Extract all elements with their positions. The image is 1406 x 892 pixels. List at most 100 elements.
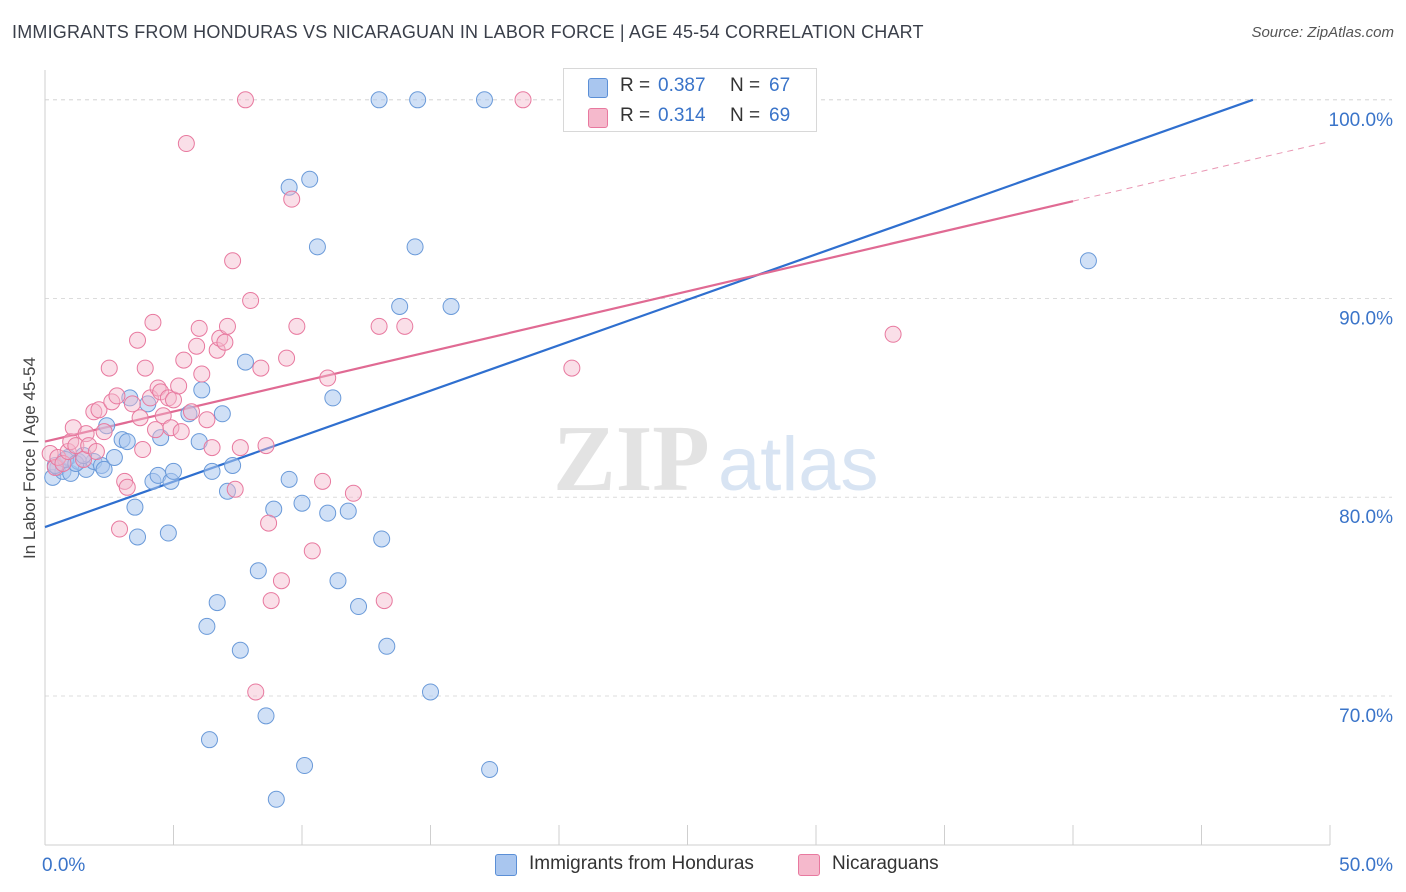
point-nicaraguans [563, 359, 581, 377]
point-honduras [118, 433, 136, 451]
point-honduras [257, 707, 275, 725]
point-nicaraguans [224, 252, 242, 270]
point-nicaraguans [262, 592, 280, 610]
chart-title: IMMIGRANTS FROM HONDURAS VS NICARAGUAN I… [12, 22, 924, 42]
point-honduras [105, 449, 123, 466]
r-label: R = [620, 105, 651, 126]
point-honduras [391, 297, 409, 315]
point-nicaraguans [252, 359, 270, 377]
point-honduras [198, 617, 216, 635]
point-nicaraguans [236, 91, 254, 109]
point-nicaraguans [100, 359, 118, 377]
point-honduras [475, 91, 493, 109]
legend-label-nicaraguans: Nicaraguans [832, 853, 939, 874]
point-nicaraguans [87, 443, 105, 461]
point-nicaraguans [314, 472, 332, 490]
point-honduras [409, 91, 427, 109]
point-honduras [213, 405, 231, 423]
point-honduras [296, 757, 314, 775]
point-honduras [370, 91, 388, 109]
point-honduras [378, 637, 396, 655]
point-honduras [1079, 252, 1097, 270]
point-nicaraguans [257, 437, 275, 455]
point-nicaraguans [172, 423, 190, 441]
point-honduras [231, 641, 249, 659]
stats-legend: R = 0.387 N = 67 R = 0.314 N = 69 [563, 68, 817, 132]
r-label: R = [620, 75, 651, 96]
point-honduras [224, 456, 242, 474]
point-nicaraguans [111, 520, 129, 538]
honduras-swatch [588, 78, 608, 98]
watermark-atlas: atlas [718, 422, 879, 507]
series-legend: Immigrants from Honduras Nicaraguans [0, 852, 1406, 878]
point-nicaraguans [344, 484, 362, 502]
point-nicaraguans [136, 359, 154, 377]
point-honduras [308, 238, 326, 256]
point-nicaraguans [247, 683, 265, 701]
point-nicaraguans [198, 411, 216, 429]
y-tick-label: 70.0% [1339, 706, 1393, 727]
stats-legend-row-honduras: R = 0.387 N = 67 [564, 71, 816, 101]
watermark-zip: ZIP [553, 407, 710, 511]
r-value: 0.387 [658, 75, 706, 96]
point-honduras [180, 405, 198, 423]
point-nicaraguans [90, 401, 108, 419]
point-honduras [208, 594, 226, 612]
point-nicaraguans [190, 319, 208, 337]
point-nicaraguans [375, 592, 393, 610]
point-nicaraguans [177, 135, 195, 153]
point-honduras [329, 572, 347, 590]
point-nicaraguans [288, 317, 306, 335]
point-honduras [126, 498, 144, 516]
point-nicaraguans [134, 441, 152, 459]
point-nicaraguans [278, 349, 296, 367]
y-tick-label: 90.0% [1339, 309, 1393, 330]
x-tick-label: 0.0% [42, 855, 85, 876]
point-nicaraguans [188, 337, 206, 355]
n-label: N = [730, 75, 761, 96]
point-honduras [280, 470, 298, 488]
trend-line-nicaraguans [44, 200, 1074, 443]
point-nicaraguans [129, 331, 147, 349]
point-nicaraguans [283, 190, 301, 208]
y-axis-label: In Labor Force | Age 45-54 [20, 357, 39, 559]
point-nicaraguans [175, 351, 193, 369]
point-nicaraguans [396, 317, 414, 335]
point-nicaraguans [514, 91, 532, 109]
point-nicaraguans [242, 292, 260, 310]
point-nicaraguans [144, 313, 162, 331]
nicaraguans-swatch [588, 108, 608, 128]
point-nicaraguans [67, 437, 85, 455]
point-honduras [193, 381, 211, 399]
point-honduras [203, 462, 221, 480]
point-honduras [129, 528, 147, 546]
point-honduras [301, 170, 319, 188]
nicaraguans-swatch [798, 854, 820, 876]
point-nicaraguans [884, 325, 902, 343]
point-honduras [324, 389, 342, 407]
point-honduras [350, 598, 368, 616]
point-nicaraguans [162, 419, 180, 437]
point-honduras [373, 530, 391, 548]
point-nicaraguans [231, 439, 249, 457]
n-value: 67 [769, 75, 791, 96]
point-nicaraguans [203, 439, 221, 457]
point-nicaraguans [216, 333, 234, 351]
point-nicaraguans [46, 458, 64, 476]
point-honduras [442, 297, 460, 315]
point-honduras [165, 462, 182, 480]
y-tick-label: 80.0% [1339, 507, 1393, 528]
trend-line-honduras [44, 98, 1254, 529]
point-honduras [406, 238, 424, 256]
n-value: 69 [769, 105, 791, 126]
point-honduras [200, 731, 218, 749]
point-honduras [481, 760, 499, 778]
point-nicaraguans [108, 387, 126, 405]
point-nicaraguans [118, 478, 136, 496]
point-honduras [293, 494, 311, 512]
point-honduras [249, 562, 267, 580]
point-honduras [159, 524, 177, 542]
point-nicaraguans [272, 572, 290, 590]
point-honduras [339, 502, 357, 520]
